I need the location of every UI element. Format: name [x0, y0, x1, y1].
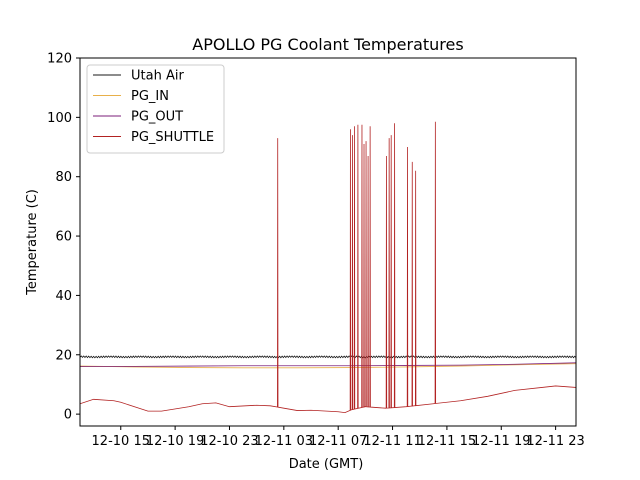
legend-label: PG_OUT — [131, 110, 183, 125]
legend: Utah Air PG_IN PG_OUT PG_SHUTTLE — [86, 64, 225, 154]
y-tick-label: 40 — [55, 289, 72, 304]
plot-frame — [79, 57, 577, 427]
y-tick-label: 20 — [55, 348, 72, 363]
legend-label: Utah Air — [131, 69, 184, 84]
legend-label: PG_IN — [131, 89, 169, 104]
y-axis-title: Temperature (C) — [25, 189, 40, 296]
chart-title: APOLLO PG Coolant Temperatures — [192, 35, 463, 54]
x-tick-label: 12-11 23 — [526, 434, 584, 449]
y-tick-label: 80 — [55, 170, 72, 185]
legend-box — [86, 64, 225, 154]
y-axis: 0 20 40 60 80 100 120 — [47, 52, 80, 423]
y-tick-label: 0 — [64, 408, 72, 423]
x-tick-label: 12-10 19 — [146, 434, 204, 449]
y-tick-label: 120 — [47, 52, 72, 67]
x-axis-title: Date (GMT) — [289, 457, 364, 472]
x-tick-label: 12-10 23 — [200, 434, 258, 449]
x-tick-label: 12-10 15 — [92, 434, 150, 449]
series-group — [80, 121, 576, 414]
legend-label: PG_SHUTTLE — [131, 130, 214, 145]
x-tick-label: 12-11 11 — [363, 434, 421, 449]
x-tick-label: 12-11 03 — [255, 434, 313, 449]
x-tick-label: 12-11 07 — [309, 434, 367, 449]
series-line-pg-out — [80, 362, 576, 368]
y-tick-label: 100 — [47, 111, 72, 126]
x-tick-label: 12-11 15 — [418, 434, 476, 449]
series-line-pg-shuttle — [80, 121, 576, 414]
y-tick-label: 60 — [55, 230, 72, 245]
x-tick-label: 12-11 19 — [472, 434, 530, 449]
plot-area — [79, 57, 577, 427]
series-line-pg-in — [80, 363, 576, 369]
series-line-utah-air — [80, 355, 576, 359]
